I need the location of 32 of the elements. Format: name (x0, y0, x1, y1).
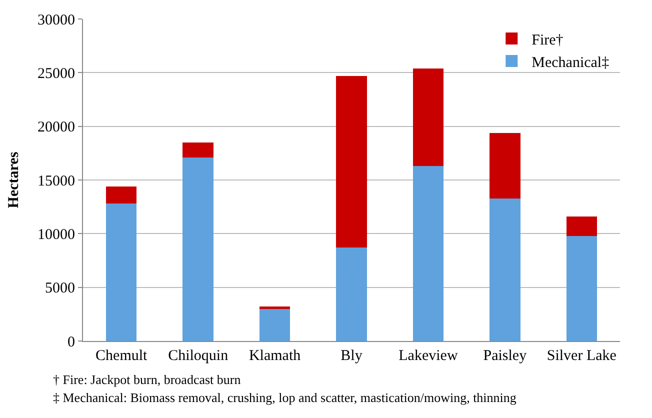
y-tick-label: 25000 (38, 66, 75, 82)
bar (412, 166, 444, 341)
bar (182, 142, 214, 158)
text: † Fire: Jackpot burn, broadcast burn (53, 372, 242, 387)
x-tick-label: Lakeview (398, 348, 458, 364)
bar (490, 132, 520, 198)
legend-label: Mechanical‡ (532, 54, 610, 71)
bar (490, 198, 520, 341)
x-tick-label: Bly (340, 348, 363, 364)
y-tick-label: 15000 (38, 173, 75, 190)
bar (412, 68, 444, 166)
x-tick-label: Paisley (483, 348, 528, 364)
y-tick-label: 30000 (38, 12, 75, 28)
y-tick-label: 20000 (38, 120, 75, 136)
x-tick-label: Chemult (96, 348, 148, 364)
y-tick-label: 10000 (38, 226, 75, 243)
bar (259, 308, 290, 341)
bar (336, 248, 367, 341)
bar (336, 76, 367, 248)
y-tick-label: 5000 (45, 280, 75, 297)
bar (566, 216, 597, 236)
bar (106, 204, 137, 341)
x-tick-label: Klamath (248, 348, 302, 364)
bar (566, 236, 597, 341)
text: ‡ Mechanical: Biomass removal, crushing, lop and scatter, mastication/mowing, thinning (53, 390, 517, 405)
bar (106, 186, 137, 204)
y-axis-title: Hectares (6, 152, 22, 208)
x-tick-label: Silver Lake (546, 348, 617, 364)
y-tick-label: 0 (68, 334, 75, 350)
x-tick-label: Chiloquin (168, 348, 229, 364)
bar (182, 157, 214, 341)
legend-label: Fire† (532, 32, 564, 48)
